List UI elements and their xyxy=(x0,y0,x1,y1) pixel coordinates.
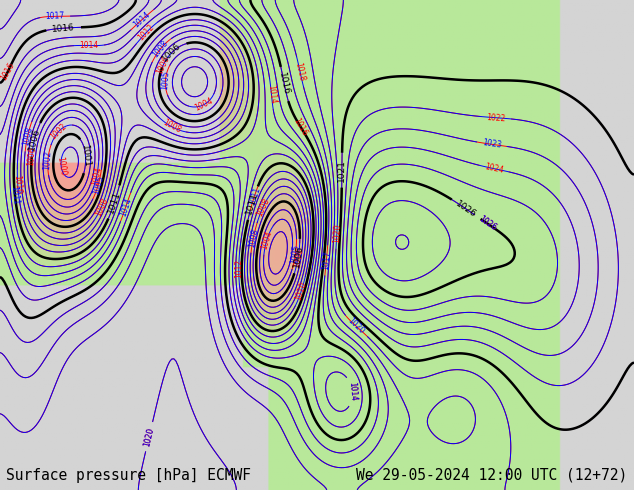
Text: 1012: 1012 xyxy=(234,259,243,278)
Text: 1008: 1008 xyxy=(151,39,170,59)
Text: 1008: 1008 xyxy=(255,196,271,218)
Text: 1010: 1010 xyxy=(13,174,23,195)
Text: 1014: 1014 xyxy=(347,382,358,402)
Text: 1000: 1000 xyxy=(55,156,67,176)
Text: 1020: 1020 xyxy=(346,317,366,336)
Text: 1018: 1018 xyxy=(294,61,307,82)
Text: 1006: 1006 xyxy=(155,54,171,75)
Text: 1026: 1026 xyxy=(477,214,498,233)
Text: 1002: 1002 xyxy=(42,150,53,170)
Text: 1008: 1008 xyxy=(247,227,260,248)
Text: 1011: 1011 xyxy=(10,185,20,205)
Text: 1026: 1026 xyxy=(455,199,478,219)
Text: 1001: 1001 xyxy=(80,144,91,168)
Text: 1020: 1020 xyxy=(143,426,156,447)
Text: We 29-05-2024 12:00 UTC (12+72): We 29-05-2024 12:00 UTC (12+72) xyxy=(356,467,628,483)
Text: 1016: 1016 xyxy=(52,23,75,34)
Text: 1023: 1023 xyxy=(482,139,502,150)
Text: 1008: 1008 xyxy=(93,196,110,218)
Text: 1004: 1004 xyxy=(260,229,274,250)
Text: 1026: 1026 xyxy=(477,214,498,233)
Text: 1011: 1011 xyxy=(247,186,262,207)
Text: 1004: 1004 xyxy=(90,166,103,187)
Text: 1016: 1016 xyxy=(292,117,309,138)
Text: 1011: 1011 xyxy=(245,191,260,215)
Text: 1020: 1020 xyxy=(143,426,156,447)
Text: 1014: 1014 xyxy=(119,196,133,218)
Text: Surface pressure [hPa] ECMWF: Surface pressure [hPa] ECMWF xyxy=(6,467,251,483)
Text: 1016: 1016 xyxy=(278,72,291,96)
Text: 1008: 1008 xyxy=(161,118,183,135)
Text: 1005: 1005 xyxy=(290,244,301,265)
Text: 1016: 1016 xyxy=(0,61,16,82)
Text: 1002: 1002 xyxy=(49,122,69,141)
Text: 1024: 1024 xyxy=(484,162,505,175)
Text: 1017: 1017 xyxy=(46,11,65,21)
Text: 1011: 1011 xyxy=(107,190,122,215)
Text: 1014: 1014 xyxy=(347,382,358,402)
Text: 1017: 1017 xyxy=(321,250,332,270)
Text: 1020: 1020 xyxy=(332,224,342,244)
Text: 1006: 1006 xyxy=(27,127,42,152)
Text: 1005: 1005 xyxy=(160,70,171,90)
Text: 1005: 1005 xyxy=(91,174,105,195)
Text: 1006: 1006 xyxy=(27,146,37,166)
Text: 1022: 1022 xyxy=(486,113,506,123)
Text: 1010: 1010 xyxy=(294,281,309,302)
Text: 1008: 1008 xyxy=(21,126,34,147)
Text: 1014: 1014 xyxy=(266,84,277,104)
Text: 1021: 1021 xyxy=(337,159,347,182)
Text: 1006: 1006 xyxy=(160,41,183,64)
Text: 1004: 1004 xyxy=(193,97,214,113)
Text: 1014: 1014 xyxy=(79,41,99,50)
Text: 1006: 1006 xyxy=(292,244,304,269)
Text: 1006: 1006 xyxy=(292,248,304,269)
Text: 1014: 1014 xyxy=(132,10,152,29)
Text: 1012: 1012 xyxy=(136,23,156,43)
